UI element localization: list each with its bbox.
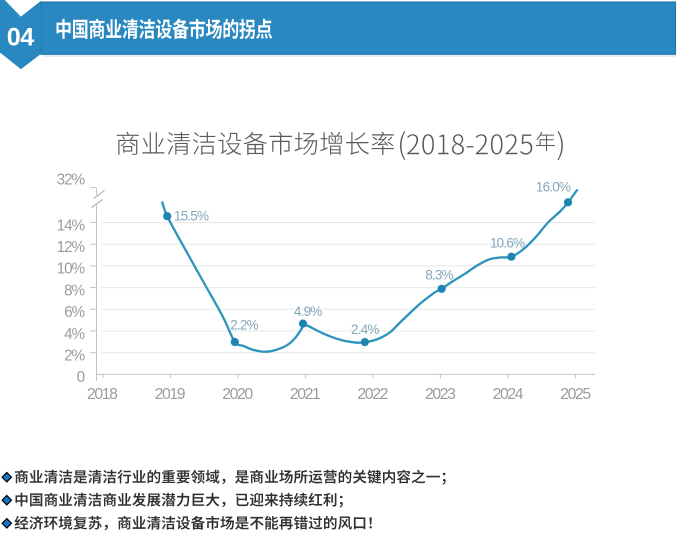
svg-text:8%: 8% bbox=[64, 282, 85, 299]
svg-text:2023: 2023 bbox=[425, 386, 456, 403]
svg-text:04: 04 bbox=[7, 23, 35, 51]
svg-text:4.9%: 4.9% bbox=[294, 304, 322, 319]
svg-text:2024: 2024 bbox=[493, 386, 524, 403]
svg-text:12%: 12% bbox=[57, 239, 86, 256]
svg-text:2%: 2% bbox=[64, 348, 85, 365]
svg-text:32%: 32% bbox=[57, 172, 86, 189]
svg-text:16.0%: 16.0% bbox=[536, 180, 571, 195]
svg-text:2.4%: 2.4% bbox=[351, 322, 379, 337]
svg-text:2022: 2022 bbox=[357, 386, 387, 403]
svg-text:6%: 6% bbox=[64, 304, 85, 321]
svg-text:10%: 10% bbox=[57, 261, 86, 278]
svg-text:2.2%: 2.2% bbox=[230, 318, 258, 333]
svg-text:15.5%: 15.5% bbox=[174, 208, 209, 223]
svg-text:2018: 2018 bbox=[87, 386, 118, 403]
svg-text:10.6%: 10.6% bbox=[490, 236, 525, 251]
svg-text:2025: 2025 bbox=[560, 386, 591, 403]
svg-text:8.3%: 8.3% bbox=[425, 267, 453, 282]
svg-text:0: 0 bbox=[77, 369, 85, 386]
svg-text:2020: 2020 bbox=[222, 386, 253, 403]
svg-text:2021: 2021 bbox=[290, 386, 321, 403]
svg-text:2019: 2019 bbox=[155, 386, 186, 403]
svg-text:4%: 4% bbox=[64, 326, 85, 343]
svg-text:14%: 14% bbox=[57, 217, 86, 234]
